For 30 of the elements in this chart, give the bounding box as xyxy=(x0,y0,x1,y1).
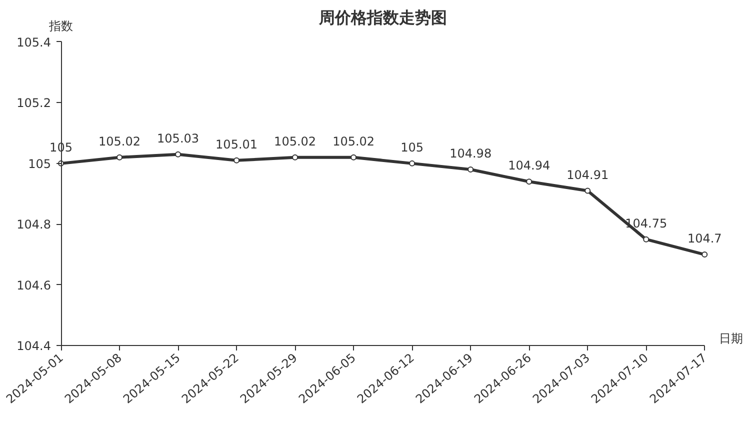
point xyxy=(643,236,650,242)
point xyxy=(409,160,416,166)
data-label: 104.7 xyxy=(687,232,722,246)
point xyxy=(702,252,708,258)
y-tick-label: 104.8 xyxy=(16,218,52,232)
chart-title: 周价格指数走势图 xyxy=(318,8,447,27)
data-label: 105.01 xyxy=(216,137,258,152)
point xyxy=(292,154,298,160)
y-tick-label: 105.4 xyxy=(16,35,52,50)
x-axis-title: 日期 xyxy=(719,332,744,346)
data-label: 104.94 xyxy=(508,158,550,173)
y-tick-label: 105 xyxy=(28,156,52,171)
data-label: 104.91 xyxy=(566,168,609,182)
data-label: 105 xyxy=(400,140,424,154)
y-tick-label: 104.4 xyxy=(16,339,52,354)
data-label: 105.02 xyxy=(274,134,316,148)
y-tick-label: 104.6 xyxy=(16,278,52,292)
point xyxy=(175,151,182,158)
point xyxy=(526,178,532,185)
point xyxy=(234,157,240,164)
data-label: 105.02 xyxy=(98,134,141,148)
point xyxy=(116,154,123,160)
point xyxy=(350,154,357,160)
data-label: 105.03 xyxy=(157,131,200,146)
data-label: 104.98 xyxy=(450,146,492,161)
y-axis-title: 指数 xyxy=(48,18,74,33)
point xyxy=(584,188,591,194)
data-label: 105.02 xyxy=(332,134,375,148)
point xyxy=(468,166,474,172)
y-tick-label: 105.2 xyxy=(16,96,52,110)
